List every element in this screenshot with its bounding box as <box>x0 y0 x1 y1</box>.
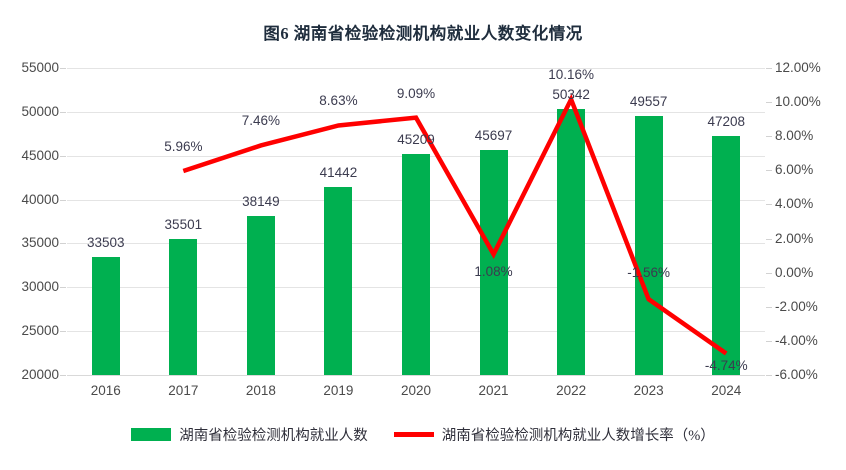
y-axis-left-tickmark <box>60 375 66 376</box>
bar-value-label: 41442 <box>319 164 358 180</box>
bar <box>324 186 353 375</box>
plot-area <box>67 68 765 376</box>
bar-value-label: 47208 <box>707 114 745 130</box>
growth-rate-label: 1.08% <box>474 264 513 280</box>
y-axis-left-tickmark <box>60 243 66 245</box>
bar-value-label: 45697 <box>474 127 513 143</box>
growth-rate-label: -4.74% <box>704 357 748 373</box>
y-axis-right-tickmark <box>766 306 772 308</box>
bar <box>169 239 198 375</box>
y-axis-left-tickmark <box>60 155 66 157</box>
y-axis-right-tick-label: 2.00% <box>775 230 814 246</box>
gridline <box>67 68 765 69</box>
gridline <box>67 111 765 113</box>
y-axis-left-tick-label: 20000 <box>21 367 59 382</box>
x-axis-tick-label: 2018 <box>245 383 276 398</box>
y-axis-right-tickmark <box>766 68 772 69</box>
x-axis-tick-label: 2021 <box>478 383 509 398</box>
y-axis-left-tickmark <box>60 331 66 333</box>
legend-item[interactable]: 湖南省检验检测机构就业人数增长率（%） <box>393 424 715 445</box>
legend-label: 湖南省检验检测机构就业人数增长率（%） <box>441 428 715 444</box>
y-axis-left-tick-label: 30000 <box>21 279 59 295</box>
bar-value-label: 45209 <box>397 131 435 147</box>
growth-rate-label: 9.09% <box>396 85 436 101</box>
y-axis-left-tickmark <box>60 111 66 113</box>
chart-legend: 湖南省检验检测机构就业人数 湖南省检验检测机构就业人数增长率（%） <box>0 424 846 445</box>
bar <box>246 215 275 375</box>
x-axis-tick-label: 2017 <box>168 383 199 398</box>
growth-rate-label: 8.63% <box>319 93 358 109</box>
y-axis-left-tickmark <box>60 199 66 201</box>
y-axis-right-tickmark <box>766 170 772 172</box>
y-axis-left-tick-label: 25000 <box>21 323 59 339</box>
x-axis-tick-label: 2024 <box>711 383 742 398</box>
y-axis-right-tick-label: 6.00% <box>775 162 814 178</box>
bar-value-label: 50342 <box>552 86 590 102</box>
y-axis-right-tick-label: -4.00% <box>775 332 818 348</box>
y-axis-left-tick-label: 50000 <box>21 103 59 119</box>
y-axis-right-tick-label: 8.00% <box>775 128 814 144</box>
y-axis-right-tickmark <box>766 102 772 104</box>
gridline <box>67 375 765 376</box>
bar <box>402 153 430 375</box>
y-axis-right-tick-label: 0.00% <box>775 264 814 280</box>
bar <box>712 136 741 375</box>
legend-bar-swatch-icon <box>131 428 172 441</box>
x-axis-tick-label: 2023 <box>633 383 664 398</box>
growth-rate-label: -1.56% <box>627 265 671 281</box>
y-axis-left-tick-label: 40000 <box>21 191 59 207</box>
y-axis-right-tick-label: -6.00% <box>775 367 818 382</box>
y-axis-right-tickmark <box>766 272 772 274</box>
y-axis-left-tick-label: 55000 <box>21 60 59 75</box>
growth-rate-label: 10.16% <box>548 67 594 83</box>
bar <box>91 256 120 375</box>
bar-value-label: 35501 <box>164 217 203 233</box>
y-axis-left-tickmark <box>60 68 66 69</box>
bar <box>557 108 586 375</box>
y-axis-right-tickmark <box>766 238 772 240</box>
bar-value-label: 33503 <box>86 234 125 250</box>
x-axis-tick-label: 2016 <box>90 383 121 398</box>
x-axis-tick-label: 2020 <box>400 383 432 398</box>
y-axis-right-tick-label: 10.00% <box>775 94 821 110</box>
x-axis-tick-label: 2022 <box>556 383 587 398</box>
y-axis-right-tick-label: 4.00% <box>775 196 814 212</box>
x-axis-tick-label: 2019 <box>323 383 354 398</box>
y-axis-left-tick-label: 45000 <box>21 147 59 163</box>
chart-title: 图6 湖南省检验检测机构就业人数变化情况 <box>263 24 583 43</box>
bar-value-label: 38149 <box>242 193 280 209</box>
bar <box>634 115 663 375</box>
growth-rate-label: 7.46% <box>241 113 281 129</box>
y-axis-right-tickmark <box>766 204 772 206</box>
y-axis-right-tick-label: -2.00% <box>775 298 818 314</box>
y-axis-left-tick-label: 35000 <box>21 235 59 251</box>
y-axis-right-tick-label: 12.00% <box>775 60 821 75</box>
y-axis-right-tickmark <box>766 340 772 342</box>
legend-item[interactable]: 湖南省检验检测机构就业人数 <box>131 424 368 445</box>
bar-value-label: 49557 <box>629 93 668 109</box>
y-axis-left-tickmark <box>60 287 66 289</box>
y-axis-right-tickmark <box>766 136 772 138</box>
legend-line-swatch-icon <box>393 432 434 437</box>
y-axis-right-tickmark <box>766 375 772 376</box>
legend-label: 湖南省检验检测机构就业人数 <box>179 428 368 444</box>
growth-rate-label: 5.96% <box>164 139 203 154</box>
bar <box>479 149 508 375</box>
